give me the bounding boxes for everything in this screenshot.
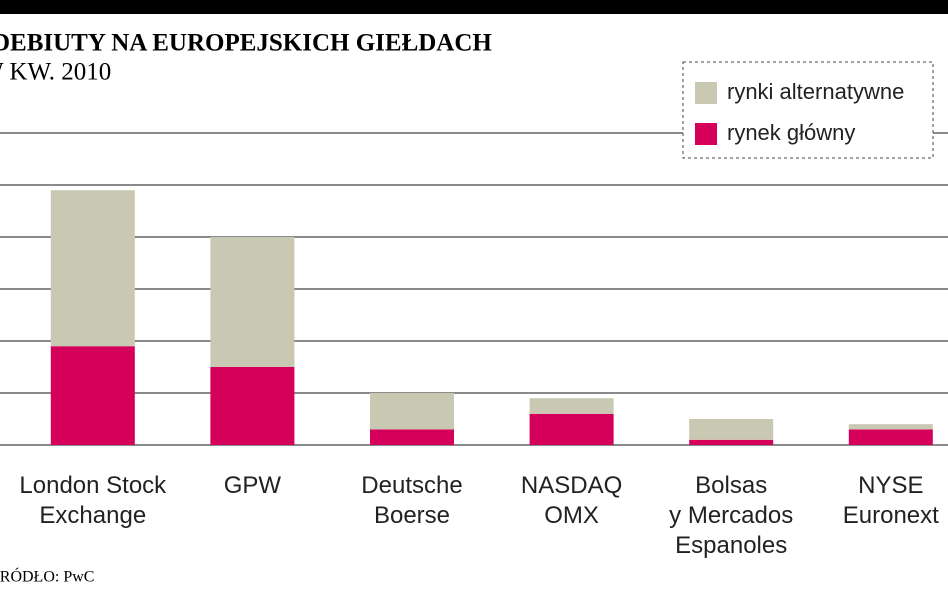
bar-segment: [848, 429, 933, 445]
x-tick-label-line: OMX: [544, 502, 599, 529]
bar-segment: [50, 346, 135, 445]
x-tick-label-line: London Stock: [19, 472, 167, 499]
bar-segment: [210, 237, 295, 367]
bar-segment: [848, 424, 933, 430]
x-tick-label-line: Euronext: [843, 502, 939, 529]
x-tick-label-line: NYSE: [858, 472, 923, 499]
x-tick-label-line: y Mercados: [669, 502, 793, 529]
x-tick-label-line: Bolsas: [695, 472, 767, 499]
bar-segment: [210, 367, 295, 445]
legend-label: rynki alternatywne: [727, 79, 904, 104]
x-tick-label-line: Boerse: [374, 502, 450, 529]
source: ŹRÓDŁO: PwC: [0, 567, 94, 586]
chart-title: DEBIUTY NA EUROPEJSKICH GIEŁDACH: [0, 30, 492, 57]
bar-segment: [529, 398, 614, 414]
chart-subtitle: W KW. 2010: [0, 59, 111, 86]
bar-segment: [370, 429, 454, 445]
x-tick-label-line: Espanoles: [675, 532, 787, 559]
bar-segment: [529, 413, 614, 445]
x-tick-label-line: GPW: [224, 472, 282, 499]
x-tick-label-line: Deutsche: [361, 472, 462, 499]
bar-segment: [689, 419, 774, 440]
legend-box: [682, 61, 934, 159]
x-tick-label: Deutsche Boerse: [361, 472, 462, 529]
legend-label: rynek główny: [727, 120, 855, 145]
bar-segment: [370, 393, 454, 430]
x-tick-label-line: Exchange: [39, 502, 146, 529]
x-tick-label: GPW: [224, 472, 282, 499]
x-tick-label: London Stock Exchange: [19, 472, 167, 529]
x-tick-label: NYSE Euronext: [843, 472, 939, 529]
legend-swatch: [695, 82, 717, 104]
legend-swatch: [695, 123, 717, 145]
x-tick-label: Bolsas y Mercados Espanoles: [669, 472, 793, 559]
bar-segment: [50, 190, 135, 347]
bar-segment: [689, 439, 774, 445]
top-band: [0, 0, 948, 14]
x-tick-label-line: NASDAQ: [521, 472, 622, 499]
x-tick-label: NASDAQ OMX: [521, 472, 622, 529]
